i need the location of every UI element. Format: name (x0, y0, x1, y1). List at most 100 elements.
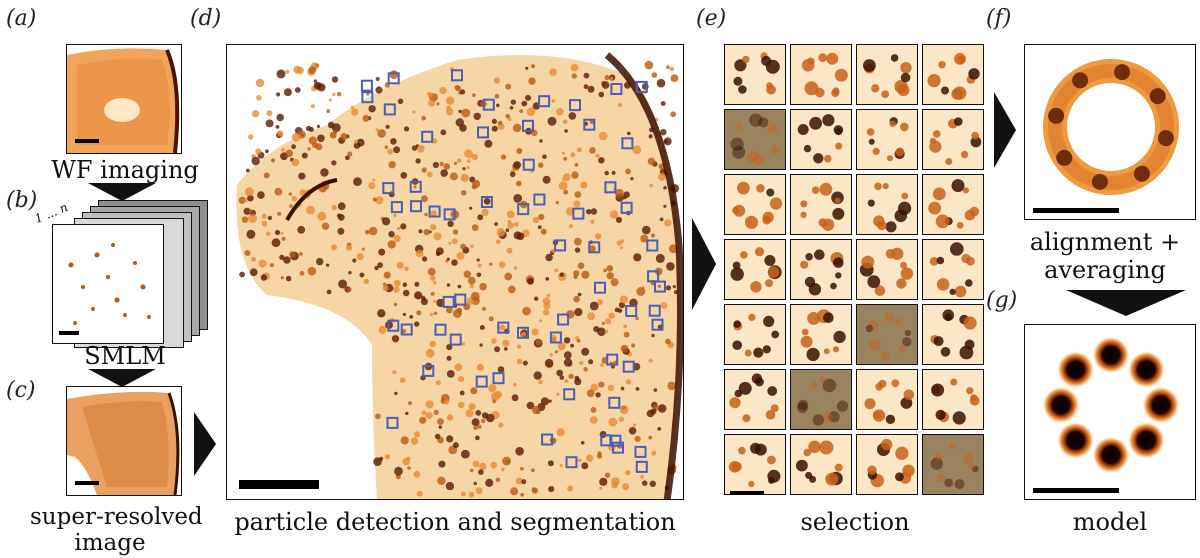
scale-bar-e (730, 491, 764, 495)
particle-box (477, 126, 489, 139)
scale-bar-d (239, 480, 319, 489)
particle-box (383, 103, 396, 116)
particle-box (434, 323, 447, 336)
particle-box (612, 441, 624, 454)
particle-box (563, 388, 576, 401)
particle-box (492, 372, 505, 385)
particle-tile (724, 304, 786, 365)
model-blob (1092, 436, 1130, 474)
particle-tile (790, 44, 852, 105)
particle-box (538, 95, 551, 108)
model-caption: model (1072, 508, 1148, 536)
smlm-frame (52, 224, 164, 344)
particle-box (635, 460, 648, 473)
particle-tile (922, 174, 984, 235)
particle-box (541, 433, 554, 446)
particle-box (634, 445, 647, 458)
particle-box (421, 130, 434, 143)
arrow-d-to-e (692, 218, 716, 310)
particle-box (517, 203, 530, 216)
particle-box (449, 333, 462, 346)
panel-g-letter: (g) (986, 288, 1018, 313)
particle-tile (856, 369, 918, 430)
particle-tile (856, 239, 918, 300)
arrow-f-to-g (1066, 290, 1186, 316)
particle-tile (856, 174, 918, 235)
particle-tile (922, 434, 984, 495)
particle-tile (856, 304, 918, 365)
selection-caption: selection (800, 508, 910, 536)
particle-box (610, 83, 623, 95)
panel-f-letter: (f) (986, 6, 1012, 31)
particle-box (480, 196, 493, 208)
scale-bar-g (1033, 488, 1119, 493)
model-blob (1042, 386, 1080, 424)
particle-box (600, 434, 613, 447)
panel-b-letter: (b) (6, 188, 38, 213)
model-blob (1127, 350, 1166, 389)
particle-tile (790, 174, 852, 235)
particle-box (443, 208, 456, 221)
particle-box (620, 201, 633, 214)
particle-box (565, 456, 578, 469)
particle-tile (922, 44, 984, 105)
particle-box (621, 137, 634, 150)
particle-box (442, 295, 455, 308)
particle-box (554, 239, 567, 252)
particle-tile (922, 369, 984, 430)
particle-box (360, 79, 373, 92)
smlm-caption: SMLM (84, 342, 166, 370)
super-resolved-caption-line2: image (74, 530, 146, 556)
particle-box (522, 158, 535, 171)
selection-grid (724, 44, 986, 500)
particle-box (549, 331, 562, 344)
particle-box (454, 293, 467, 306)
particle-tile (922, 109, 984, 170)
scale-bar-c (75, 481, 99, 485)
particle-detection-caption: particle detection and segmentation (234, 508, 676, 536)
model-blob (1056, 421, 1095, 460)
arrow-c-to-d (194, 412, 216, 476)
model-image (1024, 324, 1196, 500)
particle-box (608, 396, 621, 409)
super-resolved-caption-line1: super-resolved (30, 504, 203, 530)
averaged-ring-image (1024, 44, 1196, 220)
particle-tile (790, 304, 852, 365)
alignment-caption-line2: averaging (1044, 256, 1166, 284)
particle-box (409, 180, 422, 193)
particle-tile (922, 304, 984, 365)
particle-tile (790, 369, 852, 430)
super-resolved-image (66, 386, 182, 496)
particle-tile (724, 44, 786, 105)
particle-box (422, 364, 435, 377)
particle-box (451, 69, 463, 82)
particle-box (390, 201, 403, 214)
particle-box (387, 319, 400, 332)
model-blob (1142, 386, 1180, 424)
wf-image (66, 44, 182, 154)
particle-tile (790, 239, 852, 300)
particle-tile (724, 239, 786, 300)
scale-bar-f (1033, 208, 1119, 213)
particle-tile (856, 434, 918, 495)
particle-box (482, 98, 495, 111)
particle-box (646, 239, 659, 252)
particle-box (497, 321, 510, 334)
scale-bar-a (75, 139, 99, 143)
particle-tile (724, 434, 786, 495)
particle-box (572, 207, 585, 220)
particle-tile (724, 174, 786, 235)
panel-c-letter: (c) (6, 378, 36, 403)
particle-box (604, 181, 617, 194)
particle-box (569, 99, 581, 112)
model-blob (1092, 336, 1130, 374)
particle-box (654, 280, 666, 293)
arrow-e-to-f (994, 92, 1016, 168)
particle-tile (922, 239, 984, 300)
particle-box (651, 318, 664, 331)
wf-imaging-caption: WF imaging (51, 156, 199, 184)
particle-box (382, 182, 395, 195)
smlm-frame-stack (52, 200, 214, 360)
particle-tile (724, 109, 786, 170)
panel-a-letter: (a) (6, 6, 37, 31)
